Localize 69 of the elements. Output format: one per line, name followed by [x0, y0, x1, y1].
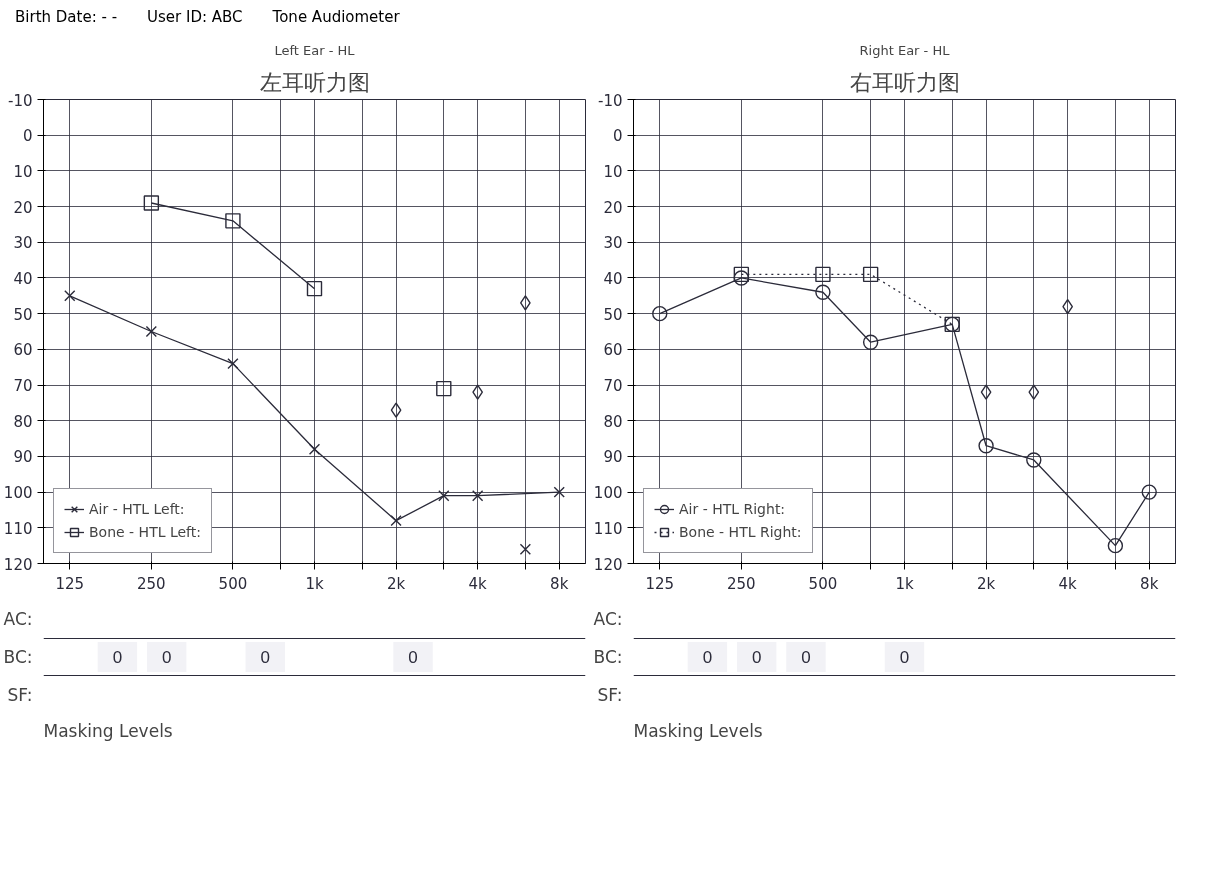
y-tick-label: 0 [612, 127, 623, 146]
legend-label: Bone - HTL Right: [679, 524, 802, 541]
chart-subtitle: Left Ear - HL [274, 42, 356, 58]
text: Birth Date: - - [15, 7, 118, 28]
text: User ID: ABC [147, 7, 243, 28]
y-tick-label: -10 [598, 91, 623, 110]
data-label: 0 [161, 648, 172, 668]
y-tick-label: 40 [603, 270, 623, 289]
legend-label: Bone - HTL Left: [89, 524, 201, 541]
y-tick-label: 50 [603, 306, 623, 325]
y-tick-label: 100 [593, 484, 623, 503]
text: Masking Levels [43, 720, 173, 741]
data-label: 0 [801, 648, 811, 668]
y-tick-label: SF: [7, 685, 33, 706]
chart-title: 右耳听力图 [849, 69, 960, 95]
x-tick-label: 2k [386, 574, 406, 593]
x-tick-label: 8k [1140, 574, 1159, 593]
y-tick-label: 70 [603, 377, 623, 396]
data-label: 0 [260, 648, 270, 668]
x-tick-label: 1k [895, 574, 914, 593]
legend-label: Air - HTL Right: [679, 501, 786, 518]
y-tick-label: AC: [593, 609, 623, 630]
y-tick-label: 20 [13, 199, 33, 217]
data-label: 0 [112, 648, 123, 668]
x-tick-label: 125 [55, 574, 85, 593]
y-tick-label: 80 [603, 413, 623, 432]
x-tick-label: 500 [808, 574, 838, 593]
x-tick-label: 4k [468, 574, 488, 593]
x-tick-label: 250 [137, 574, 166, 593]
text: Tone Audiometer [272, 7, 400, 28]
y-tick-label: 120 [593, 555, 623, 574]
y-tick-label: BC: [3, 647, 33, 668]
x-tick-label: 500 [218, 574, 248, 593]
x-tick-label: 1k [305, 574, 324, 593]
y-tick-label: BC: [593, 647, 623, 668]
y-tick-label: 110 [3, 520, 33, 539]
y-tick-label: 60 [13, 341, 33, 360]
text: Masking Levels [633, 720, 763, 741]
chart-title: 左耳听力图 [259, 69, 370, 95]
x-tick-label: 8k [550, 574, 569, 593]
y-tick-label: 50 [13, 306, 33, 325]
y-tick-label: 30 [603, 234, 623, 253]
y-tick-label: AC: [3, 609, 33, 630]
y-tick-label: 10 [603, 163, 623, 182]
data-label: 0 [408, 648, 418, 668]
x-tick-label: 4k [1058, 574, 1078, 593]
chart-subtitle: Right Ear - HL [859, 42, 951, 58]
y-tick-label: 20 [603, 199, 623, 217]
y-tick-label: 100 [3, 484, 33, 503]
y-tick-label: 120 [3, 555, 33, 574]
y-tick-label: SF: [597, 685, 623, 706]
y-tick-label: -10 [8, 91, 33, 110]
y-tick-label: 0 [22, 127, 33, 146]
data-label: 0 [751, 648, 762, 668]
y-tick-label: 90 [603, 448, 623, 467]
data-label: 0 [899, 648, 910, 668]
x-tick-label: 125 [645, 574, 675, 593]
x-tick-label: 2k [976, 574, 996, 593]
y-tick-label: 90 [13, 448, 33, 467]
data-label: 0 [702, 648, 713, 668]
y-tick-label: 110 [593, 520, 623, 539]
y-tick-label: 60 [603, 341, 623, 360]
y-tick-label: 30 [13, 234, 33, 253]
x-tick-label: 250 [727, 574, 756, 593]
y-tick-label: 70 [13, 377, 33, 396]
y-tick-label: 10 [13, 163, 33, 182]
y-tick-label: 80 [13, 413, 33, 432]
legend-label: Air - HTL Left: [89, 501, 185, 518]
y-tick-label: 40 [13, 270, 33, 289]
